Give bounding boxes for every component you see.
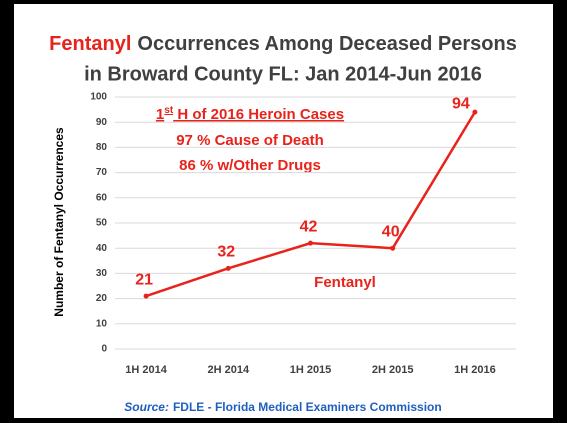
y-tick-label: 90 [96,117,108,128]
x-tick-label: 1H 2015 [290,364,332,376]
y-tick-label: 70 [96,167,108,178]
title-highlight: Fentanyl [49,33,131,55]
annotation-heading: 1st H of 2016 Heroin Cases [156,105,344,123]
annotation-line: 97 % Cause of Death [176,132,324,149]
y-tick-label: 0 [101,344,107,355]
point [390,245,396,251]
annotation-line: 86 % w/Other Drugs [179,157,321,174]
y-tick-label: 100 [90,92,107,103]
title-text: Occurrences Among Deceased Persons [137,33,516,55]
x-tick-label: 2H 2014 [208,364,250,376]
data-label: 32 [217,244,235,261]
y-tick-label: 40 [96,243,108,254]
source-label: Source: [124,400,169,414]
data-label: 21 [135,271,153,288]
y-tick-label: 80 [96,142,108,153]
source-text: FDLE - Florida Medical Examiners Commiss… [173,400,442,414]
y-tick-label: 60 [96,192,108,203]
annotation-part: 1 [156,106,164,123]
y-tick-label: 10 [96,318,108,329]
point [225,265,231,271]
annotation-part: H of 2016 Heroin Cases [173,106,344,123]
data-label: 42 [300,218,318,235]
x-tick-label: 2H 2015 [372,364,414,376]
annotation-sup: st [164,105,174,116]
title-line-2: in Broward County FL: Jan 2014-Jun 2016 [84,63,482,85]
x-tick-label: 1H 2016 [454,364,496,376]
title-line-1: Fentanyl Occurrences Among Deceased Perso… [49,33,517,55]
y-tick-label: 20 [96,293,108,304]
point [472,109,478,115]
y-tick-label: 30 [96,268,108,279]
x-tick-label: 1H 2014 [125,364,167,376]
y-tick-label: 50 [96,218,108,229]
series-label: Fentanyl [314,274,376,291]
point [143,293,149,299]
point [308,240,313,246]
data-label: 94 [452,95,470,112]
source: Source: FDLE - Florida Medical Examiners … [124,400,441,414]
data-label: 40 [382,223,400,240]
y-axis-label: Number of Fentanyl Occurrences [52,127,66,317]
